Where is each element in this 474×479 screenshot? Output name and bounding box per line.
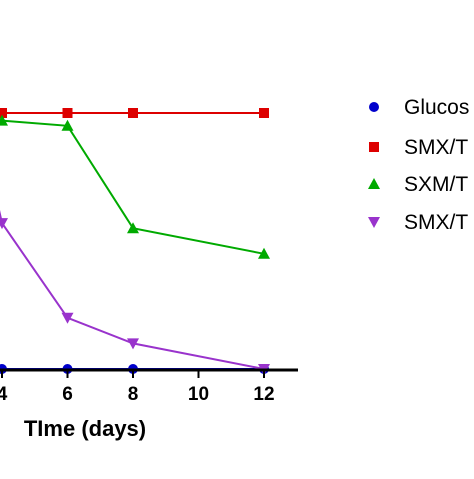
legend-label-3: SMX/T	[404, 211, 468, 234]
legend-marker-0	[369, 102, 379, 112]
legend-label-2: SXM/T	[404, 173, 468, 196]
x-tick-label-2: 8	[128, 384, 139, 405]
series-line-2	[0, 119, 265, 255]
series-1-point-0	[0, 108, 7, 118]
series-3-point-1	[61, 312, 74, 324]
legend-label-1: SMX/T	[404, 136, 468, 159]
series-2-point-3	[258, 247, 270, 259]
x-tick-label-4: 12	[253, 384, 274, 405]
x-tick-label-0: 4	[0, 384, 8, 405]
series-1-point-2	[128, 108, 138, 118]
series-2-point-0	[0, 114, 8, 126]
series-1-point-3	[259, 108, 269, 118]
x-axis-title: TIme (days)	[24, 416, 146, 441]
legend-marker-1	[369, 142, 379, 152]
series-3-point-2	[127, 338, 139, 350]
series-3-point-0	[0, 218, 8, 230]
series-1-point-1	[62, 108, 73, 118]
x-tick-label-3: 10	[188, 384, 209, 405]
legend: Glucos SMX/T SXM/T SMX/T	[368, 96, 469, 234]
legend-marker-2	[368, 178, 380, 189]
series-layer	[0, 108, 270, 375]
x-axis: 4 6 8 10 12 TIme (days)	[0, 368, 298, 441]
legend-marker-3	[368, 217, 380, 228]
series-2-point-2	[127, 222, 139, 234]
legend-label-0: Glucos	[404, 96, 469, 119]
series-2-point-1	[61, 119, 74, 131]
x-tick-label-1: 6	[62, 384, 73, 405]
